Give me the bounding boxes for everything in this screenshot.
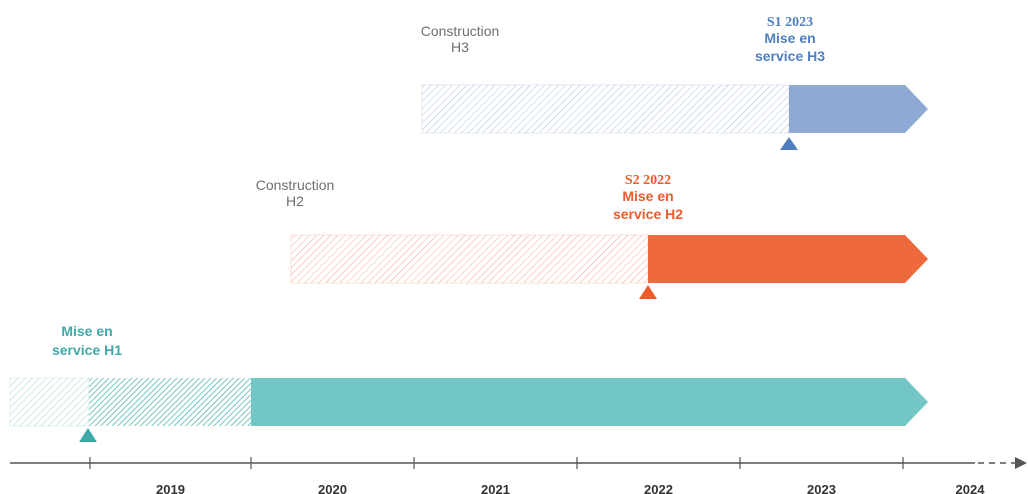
year-label: 2022 — [644, 482, 673, 494]
label: Mise en — [61, 323, 112, 339]
milestone-marker — [79, 428, 97, 442]
label: service H2 — [613, 206, 683, 222]
label: Mise en — [622, 188, 673, 204]
ramp-bar — [89, 378, 251, 426]
service-bar — [789, 85, 928, 133]
label: Construction — [256, 177, 335, 193]
axis-arrow — [1015, 457, 1027, 469]
label: H2 — [286, 193, 304, 209]
year-label: 2019 — [156, 482, 185, 494]
label: Construction — [421, 23, 500, 39]
milestone-marker — [639, 285, 657, 299]
construction-bar — [290, 234, 649, 284]
construction-bar — [421, 84, 790, 134]
label: S2 2022 — [625, 173, 671, 188]
year-label: 2024 — [956, 482, 986, 494]
construction-bar — [9, 377, 90, 427]
year-label: 2021 — [481, 482, 510, 494]
label: service H3 — [755, 48, 825, 64]
service-bar — [648, 235, 928, 283]
milestone-marker — [780, 137, 798, 150]
year-label: 2023 — [807, 482, 836, 494]
year-label: 2020 — [318, 482, 347, 494]
label: service H1 — [52, 342, 122, 358]
label: H3 — [451, 39, 469, 55]
service-bar — [251, 378, 928, 426]
label: S1 2023 — [767, 15, 813, 30]
label: Mise en — [764, 30, 815, 46]
